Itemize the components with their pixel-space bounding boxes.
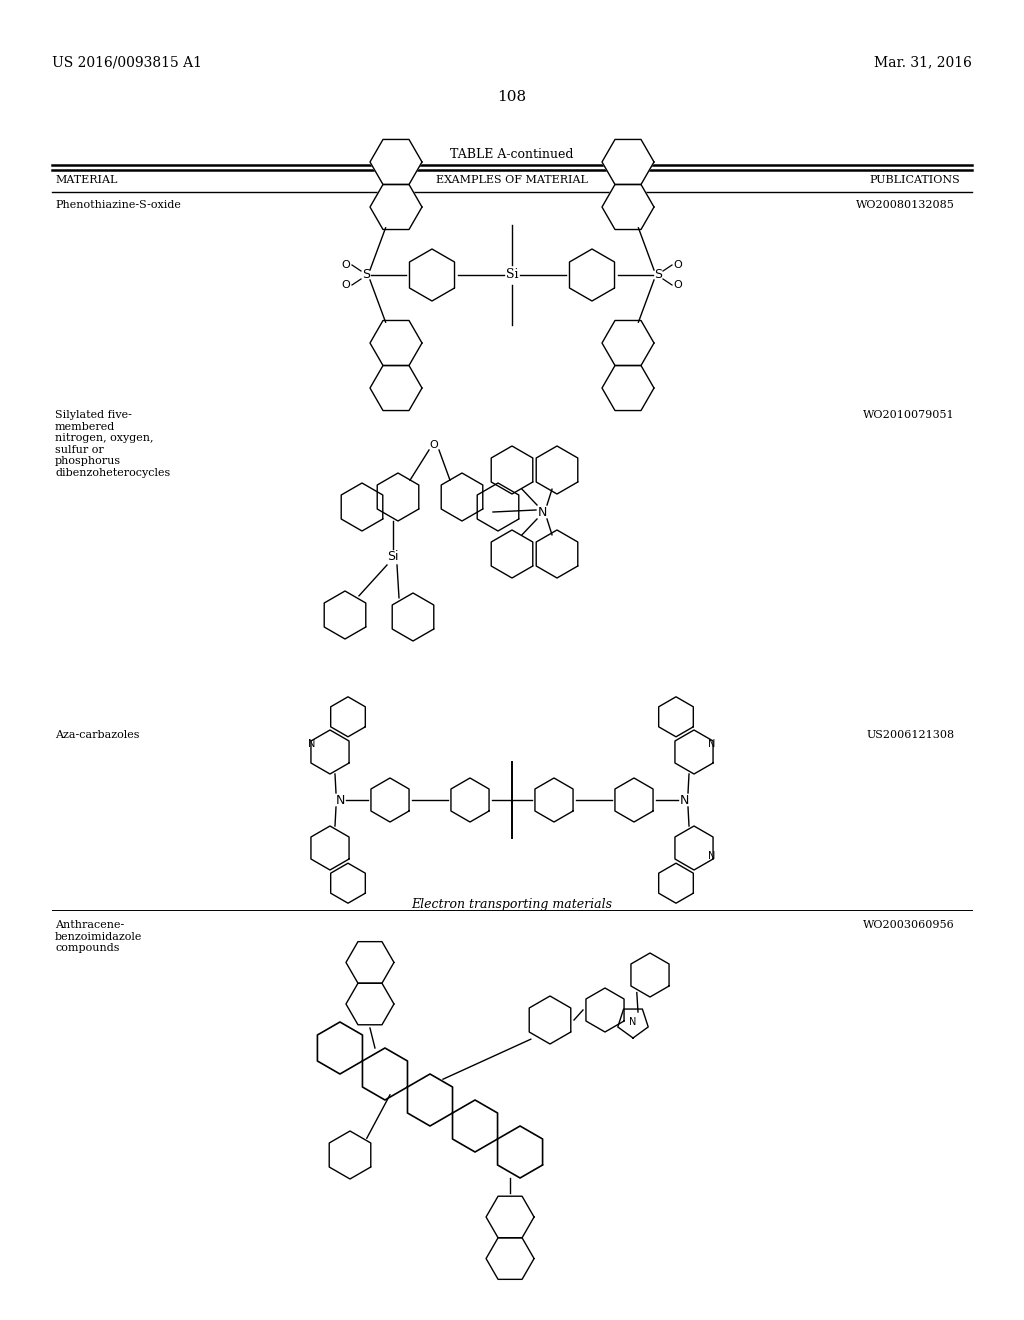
Polygon shape xyxy=(602,366,654,411)
Polygon shape xyxy=(602,140,654,185)
Polygon shape xyxy=(451,777,489,822)
Text: Phenothiazine-S-oxide: Phenothiazine-S-oxide xyxy=(55,201,181,210)
Polygon shape xyxy=(441,473,482,521)
Polygon shape xyxy=(362,1048,408,1100)
Polygon shape xyxy=(341,483,383,531)
Text: S: S xyxy=(654,268,662,281)
Polygon shape xyxy=(370,185,422,230)
Text: Si: Si xyxy=(387,550,398,564)
Text: US2006121308: US2006121308 xyxy=(867,730,955,741)
Polygon shape xyxy=(325,591,366,639)
Text: US 2016/0093815 A1: US 2016/0093815 A1 xyxy=(52,55,202,69)
Polygon shape xyxy=(331,863,366,903)
Polygon shape xyxy=(537,446,578,494)
Text: WO2003060956: WO2003060956 xyxy=(863,920,955,931)
Text: N: N xyxy=(308,739,315,748)
Polygon shape xyxy=(658,863,693,903)
Polygon shape xyxy=(486,1196,535,1238)
Polygon shape xyxy=(492,446,532,494)
Text: O: O xyxy=(342,260,350,271)
Text: O: O xyxy=(342,280,350,290)
Polygon shape xyxy=(537,531,578,578)
Text: TABLE A-continued: TABLE A-continued xyxy=(451,148,573,161)
Polygon shape xyxy=(486,1238,535,1279)
Text: 108: 108 xyxy=(498,90,526,104)
Text: N: N xyxy=(538,506,547,519)
Polygon shape xyxy=(498,1126,543,1177)
Polygon shape xyxy=(675,730,713,774)
Text: Silylated five-
membered
nitrogen, oxygen,
sulfur or
phosphorus
dibenzoheterocyc: Silylated five- membered nitrogen, oxyge… xyxy=(55,411,170,478)
Text: N: N xyxy=(709,851,716,861)
Text: N: N xyxy=(709,739,716,748)
Text: Si: Si xyxy=(506,268,518,281)
Text: WO2010079051: WO2010079051 xyxy=(863,411,955,420)
Text: N: N xyxy=(335,793,345,807)
Polygon shape xyxy=(392,593,434,642)
Polygon shape xyxy=(370,366,422,411)
Polygon shape xyxy=(370,321,422,366)
Text: S: S xyxy=(362,268,370,281)
Text: O: O xyxy=(674,280,682,290)
Text: N: N xyxy=(630,1016,637,1027)
Polygon shape xyxy=(346,983,394,1024)
Text: EXAMPLES OF MATERIAL: EXAMPLES OF MATERIAL xyxy=(436,176,588,185)
Polygon shape xyxy=(586,987,624,1032)
Text: WO20080132085: WO20080132085 xyxy=(856,201,955,210)
Polygon shape xyxy=(377,473,419,521)
Polygon shape xyxy=(370,140,422,185)
Polygon shape xyxy=(329,1131,371,1179)
Polygon shape xyxy=(602,321,654,366)
Text: Electron transporting materials: Electron transporting materials xyxy=(412,898,612,911)
Polygon shape xyxy=(311,826,349,870)
Text: O: O xyxy=(430,440,438,450)
Polygon shape xyxy=(408,1074,453,1126)
Polygon shape xyxy=(492,531,532,578)
Text: Mar. 31, 2016: Mar. 31, 2016 xyxy=(874,55,972,69)
Polygon shape xyxy=(477,483,519,531)
Polygon shape xyxy=(631,953,669,997)
Polygon shape xyxy=(675,826,713,870)
Polygon shape xyxy=(615,777,653,822)
Polygon shape xyxy=(535,777,573,822)
Polygon shape xyxy=(658,697,693,737)
Polygon shape xyxy=(529,997,570,1044)
Text: PUBLICATIONS: PUBLICATIONS xyxy=(869,176,961,185)
Polygon shape xyxy=(317,1022,362,1074)
Text: O: O xyxy=(674,260,682,271)
Polygon shape xyxy=(311,730,349,774)
Polygon shape xyxy=(331,697,366,737)
Text: N: N xyxy=(679,793,689,807)
Text: MATERIAL: MATERIAL xyxy=(55,176,118,185)
Polygon shape xyxy=(569,249,614,301)
Polygon shape xyxy=(346,941,394,983)
Polygon shape xyxy=(371,777,409,822)
Polygon shape xyxy=(602,185,654,230)
Polygon shape xyxy=(410,249,455,301)
Text: Aza-carbazoles: Aza-carbazoles xyxy=(55,730,139,741)
Text: Anthracene-
benzoimidazole
compounds: Anthracene- benzoimidazole compounds xyxy=(55,920,142,953)
Polygon shape xyxy=(453,1100,498,1152)
